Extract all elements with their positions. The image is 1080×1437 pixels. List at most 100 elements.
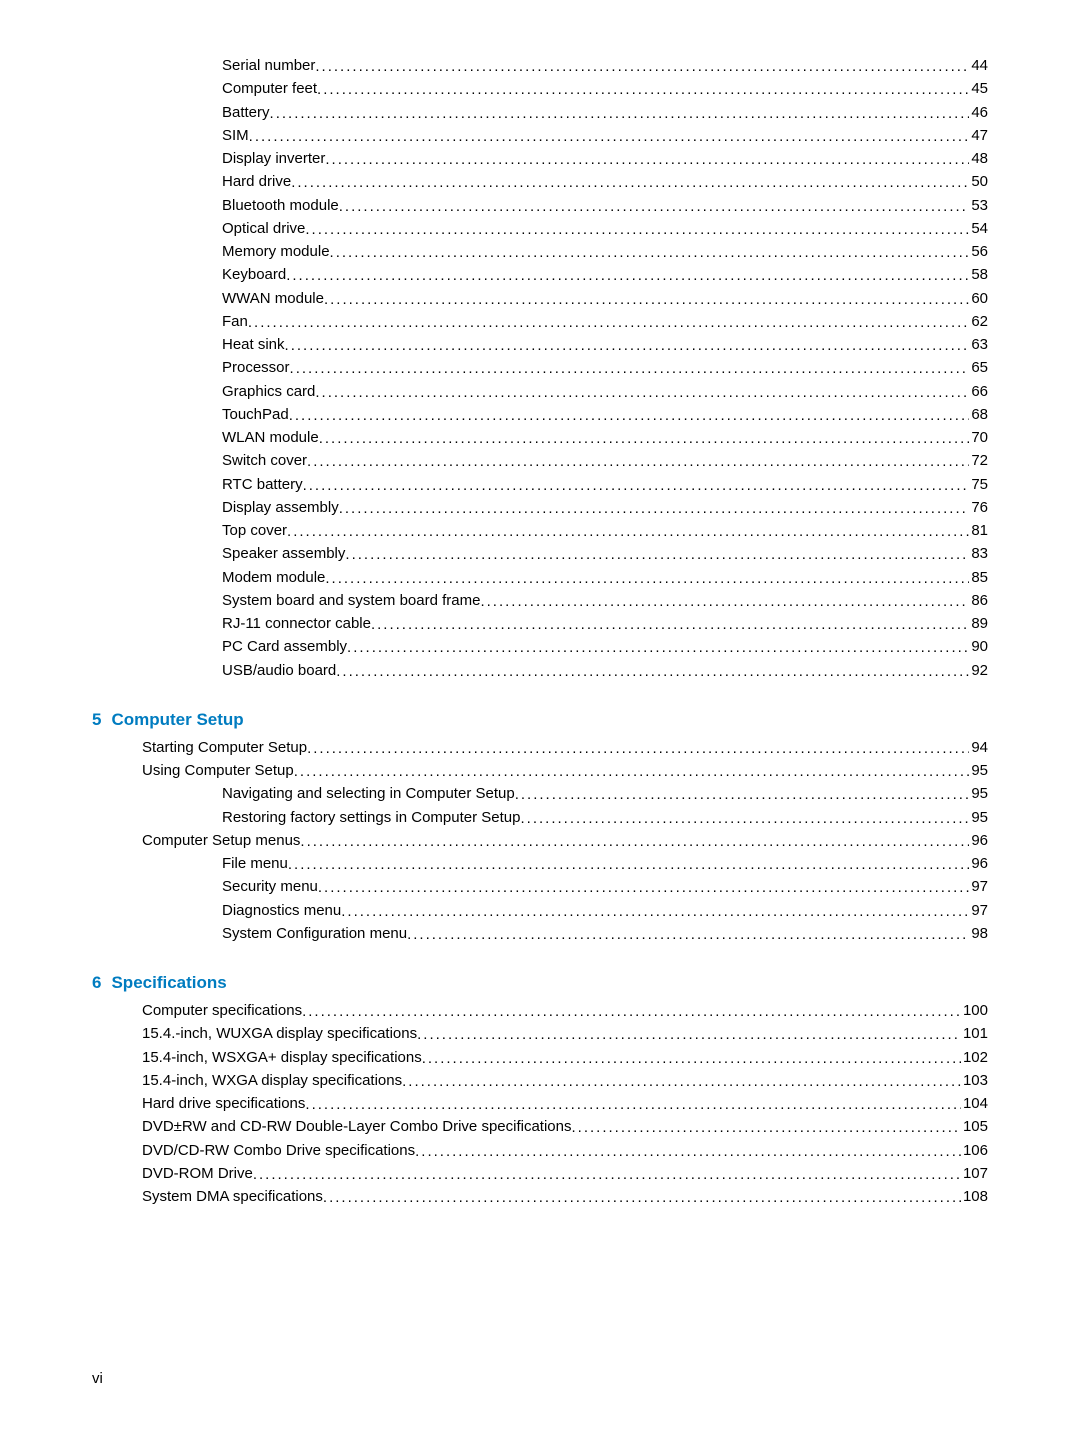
toc-entry: TouchPad 68 [92, 403, 988, 426]
toc-entry-label: SIM [222, 124, 249, 147]
toc-entry-page: 81 [969, 519, 988, 542]
toc-entry: 15.4.-inch, WUXGA display specifications… [92, 1022, 988, 1045]
toc-entry-label: RTC battery [222, 473, 303, 496]
toc-entry-page: 68 [969, 403, 988, 426]
toc-entry: Graphics card 66 [92, 380, 988, 403]
toc-entry: Speaker assembly 83 [92, 542, 988, 565]
toc-entry: Processor 65 [92, 356, 988, 379]
toc-leader-dots [417, 1023, 961, 1045]
toc-entry-label: Keyboard [222, 263, 286, 286]
toc-entry: Display assembly 76 [92, 496, 988, 519]
toc-leader-dots [303, 474, 970, 496]
toc-entry: Serial number 44 [92, 54, 988, 77]
toc-leader-dots [339, 195, 970, 217]
toc-entry-label: Computer specifications [142, 999, 302, 1022]
toc-entry-label: Speaker assembly [222, 542, 345, 565]
chapter-heading-6: 6Specifications [92, 973, 988, 993]
toc-entry-label: Security menu [222, 875, 318, 898]
toc-entry-label: Heat sink [222, 333, 285, 356]
toc-entry: DVD-ROM Drive 107 [92, 1162, 988, 1185]
toc-entry-label: Serial number [222, 54, 315, 77]
toc-entry-page: 95 [969, 759, 988, 782]
toc-entry-label: USB/audio board [222, 659, 336, 682]
toc-entry: WLAN module 70 [92, 426, 988, 449]
toc-leader-dots [315, 381, 969, 403]
chapter-title: Specifications [111, 973, 226, 992]
toc-entry-label: System Configuration menu [222, 922, 407, 945]
toc-entry: File menu 96 [92, 852, 988, 875]
toc-leader-dots [270, 102, 970, 124]
toc-entry-page: 66 [969, 380, 988, 403]
toc-entry-page: 94 [969, 736, 988, 759]
toc-entry-label: Modem module [222, 566, 325, 589]
toc-leader-dots [287, 520, 969, 542]
toc-leader-dots [286, 264, 969, 286]
toc-entry: SIM 47 [92, 124, 988, 147]
toc-entry: Hard drive specifications 104 [92, 1092, 988, 1115]
toc-section-specifications: 6Specifications Computer specifications … [92, 973, 988, 1208]
toc-leader-dots [315, 55, 969, 77]
toc-entry: Using Computer Setup 95 [92, 759, 988, 782]
toc-leader-dots [285, 334, 970, 356]
toc-leader-dots [325, 148, 969, 170]
toc-entry: Bluetooth module 53 [92, 194, 988, 217]
toc-section-continued: Serial number 44Computer feet 45Battery … [92, 54, 988, 682]
toc-entry-label: 15.4.-inch, WUXGA display specifications [142, 1022, 417, 1045]
toc-leader-dots [336, 660, 969, 682]
toc-leader-dots [291, 171, 969, 193]
toc-leader-dots [415, 1140, 961, 1162]
toc-entry: Starting Computer Setup 94 [92, 736, 988, 759]
toc-entry-page: 106 [961, 1139, 988, 1162]
toc-entry-label: 15.4-inch, WXGA display specifications [142, 1069, 402, 1092]
toc-entry-page: 105 [961, 1115, 988, 1138]
toc-entry: DVD±RW and CD-RW Double-Layer Combo Driv… [92, 1115, 988, 1138]
toc-entry: Display inverter 48 [92, 147, 988, 170]
toc-entry-page: 97 [969, 899, 988, 922]
toc-leader-dots [318, 876, 969, 898]
toc-entry-label: System DMA specifications [142, 1185, 323, 1208]
toc-entry-page: 102 [961, 1046, 988, 1069]
toc-entry-page: 47 [969, 124, 988, 147]
toc-entry-page: 89 [969, 612, 988, 635]
toc-entry-label: RJ-11 connector cable [222, 612, 371, 635]
toc-entry-label: Restoring factory settings in Computer S… [222, 806, 520, 829]
toc-leader-dots [307, 450, 969, 472]
toc-entry-page: 56 [969, 240, 988, 263]
toc-entry-label: Fan [222, 310, 248, 333]
toc-entry: Computer Setup menus 96 [92, 829, 988, 852]
toc-leader-dots [305, 218, 969, 240]
toc-leader-dots [317, 78, 969, 100]
toc-entry-page: 103 [961, 1069, 988, 1092]
toc-entry-page: 46 [969, 101, 988, 124]
toc-leader-dots [248, 311, 969, 333]
toc-entry-page: 104 [961, 1092, 988, 1115]
toc-entry: Computer specifications 100 [92, 999, 988, 1022]
toc-leader-dots [341, 900, 969, 922]
toc-leader-dots [572, 1116, 961, 1138]
toc-entry-label: Switch cover [222, 449, 307, 472]
toc-entry: Computer feet 45 [92, 77, 988, 100]
toc-entry-page: 101 [961, 1022, 988, 1045]
toc-entry: Switch cover 72 [92, 449, 988, 472]
toc-leader-dots [515, 783, 970, 805]
toc-entry-page: 85 [969, 566, 988, 589]
toc-entry-page: 108 [961, 1185, 988, 1208]
toc-entry-page: 95 [969, 806, 988, 829]
toc-entry-label: WLAN module [222, 426, 319, 449]
toc-entry-label: Optical drive [222, 217, 305, 240]
toc-entry: Security menu 97 [92, 875, 988, 898]
toc-leader-dots [290, 357, 970, 379]
toc-leader-dots [300, 830, 969, 852]
toc-entry: Restoring factory settings in Computer S… [92, 806, 988, 829]
toc-entry-label: Bluetooth module [222, 194, 339, 217]
toc-entry-page: 98 [969, 922, 988, 945]
toc-entry: Hard drive 50 [92, 170, 988, 193]
toc-entry-label: TouchPad [222, 403, 289, 426]
toc-entry-page: 54 [969, 217, 988, 240]
page-number-footer: vi [92, 1370, 103, 1387]
toc-entry-label: Memory module [222, 240, 330, 263]
toc-entry-page: 97 [969, 875, 988, 898]
toc-entry: 15.4-inch, WSXGA+ display specifications… [92, 1046, 988, 1069]
toc-entry-label: Diagnostics menu [222, 899, 341, 922]
toc-entry-page: 90 [969, 635, 988, 658]
